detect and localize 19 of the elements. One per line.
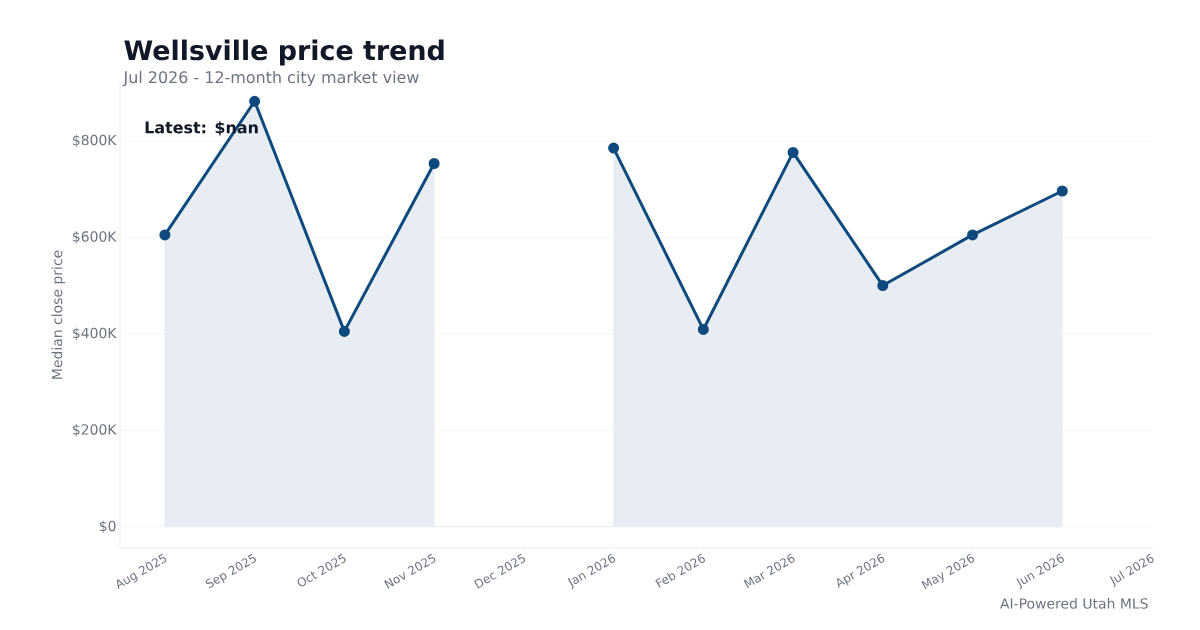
chart-subtitle: Jul 2026 - 12-month city market view [122,70,419,87]
point [877,280,889,292]
y-tick-label: $200K [73,423,117,437]
y-tick-label: $0 [99,520,116,534]
y-tick-label: $400K [73,327,117,341]
text: AI-Powered Utah MLS [1000,597,1148,609]
point [787,146,799,158]
point [1056,185,1068,197]
point [159,229,171,241]
point [967,229,979,241]
point [338,325,350,337]
point [428,158,440,170]
y-tick-label: $600K [73,231,117,244]
point [249,95,261,107]
y-axis-title: Median close price [51,250,66,379]
point [697,323,709,335]
point [608,142,620,154]
y-tick-label: $800K [73,134,117,148]
chart-title: Wellsville price trend [124,39,444,66]
